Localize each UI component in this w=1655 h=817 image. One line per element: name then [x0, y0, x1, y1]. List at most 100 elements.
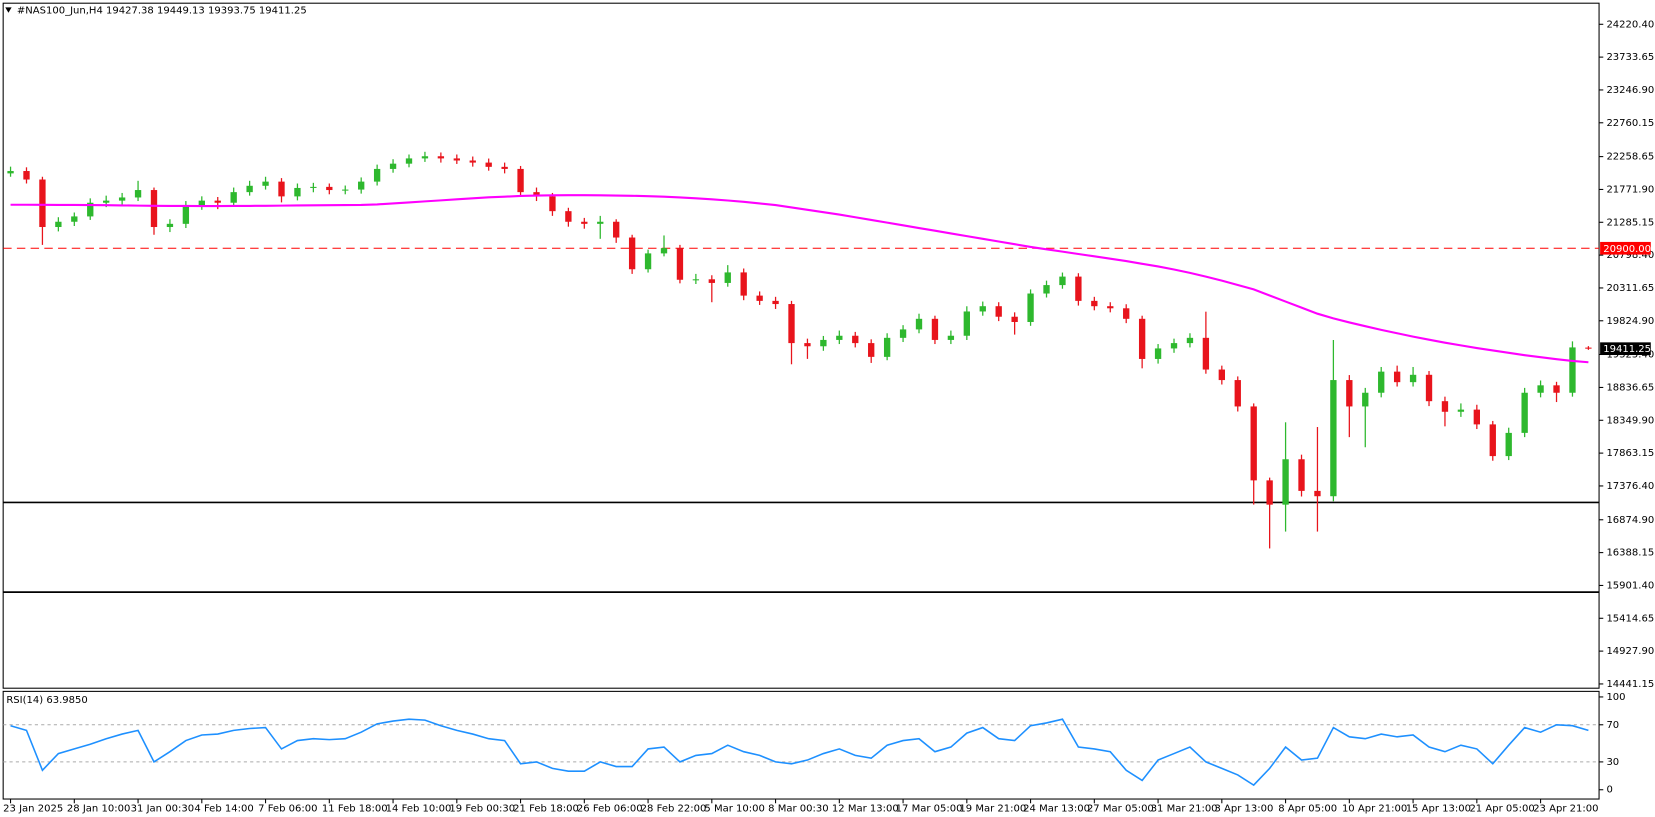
candle-body — [549, 196, 556, 212]
candle-body — [405, 158, 413, 164]
y-tick-label: 15901.40 — [1606, 580, 1654, 591]
x-tick-label: 31 Jan 00:30 — [131, 804, 194, 815]
candle-body — [166, 223, 174, 228]
main-panel — [2, 2, 1600, 689]
x-tick-label: 23 Jan 2025 — [3, 804, 63, 815]
candle-body — [692, 279, 700, 281]
candle-body — [772, 300, 779, 305]
candle-body — [310, 186, 317, 188]
candle-body — [373, 168, 381, 182]
rsi-panel — [2, 690, 1600, 800]
candle-body — [1585, 347, 1592, 349]
candle-body — [294, 187, 301, 197]
y-tick-label: 14927.90 — [1606, 646, 1654, 657]
candle-body — [915, 318, 923, 330]
header-icon — [5, 7, 12, 13]
candle-body — [1473, 409, 1481, 425]
x-tick-label: 21 Apr 05:00 — [1469, 804, 1534, 815]
candle-body — [613, 221, 620, 238]
candle-body — [899, 329, 907, 338]
candle-body — [628, 237, 636, 270]
candle-body — [1346, 380, 1353, 407]
x-tick-label: 15 Apr 13:00 — [1406, 804, 1471, 815]
candle-body — [1330, 380, 1337, 497]
x-tick-label: 17 Mar 05:00 — [896, 804, 963, 815]
candle-body — [23, 171, 30, 180]
x-tick-label: 31 Mar 21:00 — [1151, 804, 1218, 815]
candle-body — [246, 185, 253, 193]
candle-body — [1123, 308, 1130, 319]
y-tick-label: 30 — [1606, 757, 1619, 768]
x-tick-label: 5 Mar 10:00 — [704, 804, 765, 815]
x-tick-label: 11 Feb 18:00 — [322, 804, 388, 815]
x-tick-label: 19 Feb 00:30 — [449, 804, 515, 815]
candle-body — [947, 335, 955, 340]
candle-body — [1569, 347, 1576, 393]
candle-body — [389, 163, 397, 169]
candle-body — [1027, 293, 1034, 322]
candle-body — [453, 158, 460, 161]
moving-average — [10, 194, 1589, 364]
y-tick-label: 100 — [1606, 692, 1625, 703]
candle-body — [1489, 424, 1496, 457]
candle-body — [676, 248, 684, 280]
candle-body — [262, 181, 269, 186]
rsi-line — [10, 718, 1589, 787]
y-tick-label: 14441.15 — [1606, 679, 1654, 690]
candle-body — [230, 192, 237, 203]
candle-body — [931, 318, 939, 340]
y-tick-label: 23246.90 — [1606, 85, 1654, 96]
y-tick-label: 22258.65 — [1606, 152, 1654, 163]
x-tick-label: 8 Mar 00:30 — [768, 804, 829, 815]
x-tick-label: 21 Feb 18:00 — [513, 804, 579, 815]
y-tick-label: 18836.65 — [1606, 382, 1654, 393]
candle-body — [708, 279, 715, 283]
candle-body — [342, 189, 349, 191]
candle-body — [852, 335, 859, 344]
candle-body — [581, 221, 588, 224]
candle-body — [1075, 276, 1082, 301]
y-tick-label: 16388.15 — [1606, 548, 1654, 559]
candle-body — [485, 162, 492, 167]
candle-body — [1266, 480, 1273, 505]
candle-body — [55, 221, 62, 228]
chart-title: #NAS100_Jun,H4 19427.38 19449.13 19393.7… — [17, 6, 307, 17]
x-tick-label: 4 Feb 14:00 — [194, 804, 253, 815]
y-tick-label: 21771.90 — [1606, 184, 1654, 195]
candle-body — [1409, 374, 1417, 383]
y-tick-label: 19824.90 — [1606, 316, 1654, 327]
candle-body — [963, 311, 970, 336]
x-tick-label: 23 Apr 21:00 — [1533, 804, 1598, 815]
candle-body — [150, 190, 158, 228]
candle-body — [1521, 392, 1528, 433]
candle-body — [1393, 371, 1401, 383]
candle-body — [118, 197, 126, 201]
y-tick-label: 20798.40 — [1606, 250, 1654, 261]
y-tick-label: 18349.90 — [1606, 415, 1654, 426]
x-tick-label: 27 Mar 05:00 — [1087, 804, 1154, 815]
x-tick-label: 12 Mar 13:00 — [832, 804, 899, 815]
candle-body — [1314, 490, 1321, 497]
candle-body — [87, 202, 94, 217]
x-tick-label: 3 Apr 13:00 — [1214, 804, 1273, 815]
candle-body — [1218, 369, 1225, 381]
candle-body — [1154, 348, 1162, 359]
y-tick-label: 15414.65 — [1606, 613, 1654, 624]
candle-body — [756, 295, 763, 301]
x-tick-label: 14 Feb 10:00 — [386, 804, 452, 815]
candle-body — [1425, 374, 1433, 402]
candle-body — [39, 179, 46, 228]
y-tick-label: 16874.90 — [1606, 515, 1654, 526]
candle-body — [1059, 276, 1066, 286]
price-label-box — [1600, 342, 1651, 356]
line-label: 20900.00 — [1603, 244, 1651, 255]
candle-body — [1234, 380, 1241, 407]
candle-body — [134, 190, 142, 198]
candle-body — [198, 200, 205, 206]
candle-body — [740, 272, 747, 296]
candle-body — [660, 248, 668, 254]
candle-body — [868, 343, 875, 357]
candle-body — [995, 306, 1002, 317]
candle-body — [644, 253, 652, 270]
